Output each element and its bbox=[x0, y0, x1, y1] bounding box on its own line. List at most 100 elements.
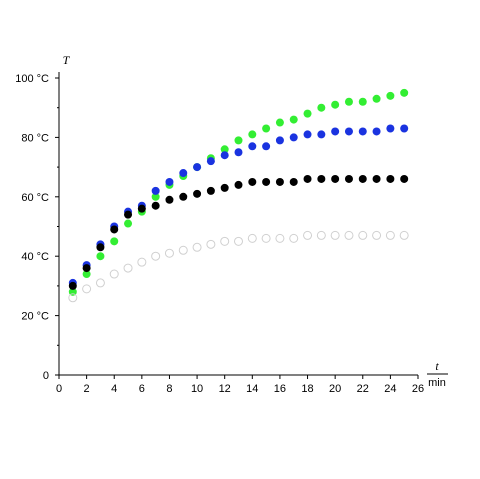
data-point bbox=[95, 278, 105, 288]
data-point bbox=[206, 157, 215, 166]
data-point bbox=[179, 169, 188, 178]
x-tick-label: 10 bbox=[191, 383, 203, 395]
data-point bbox=[82, 284, 92, 294]
data-point bbox=[110, 225, 119, 234]
data-point bbox=[358, 230, 368, 240]
data-point bbox=[261, 233, 271, 243]
x-tick-label: 4 bbox=[111, 383, 117, 395]
y-tick-label: 60 °C bbox=[21, 192, 49, 204]
data-point bbox=[331, 100, 340, 109]
data-point bbox=[96, 243, 105, 252]
data-point bbox=[344, 97, 353, 106]
x-tick-label: 16 bbox=[274, 383, 286, 395]
data-point bbox=[234, 180, 243, 189]
data-point bbox=[344, 127, 353, 136]
x-tick-label: 12 bbox=[219, 383, 231, 395]
data-point bbox=[248, 130, 257, 139]
data-point bbox=[247, 233, 257, 243]
data-point bbox=[96, 252, 105, 261]
data-point bbox=[317, 130, 326, 139]
x-tick-label: 24 bbox=[384, 383, 396, 395]
data-point bbox=[192, 242, 202, 252]
y-tick-label: 0 bbox=[43, 370, 49, 382]
x-tick-label: 0 bbox=[56, 383, 62, 395]
data-point bbox=[303, 230, 313, 240]
data-point bbox=[262, 124, 271, 133]
data-point bbox=[400, 124, 409, 133]
data-point bbox=[303, 130, 312, 139]
x-axis-title: t bbox=[435, 359, 439, 373]
data-point bbox=[275, 233, 285, 243]
x-tick-label: 6 bbox=[139, 383, 145, 395]
x-tick-label: 20 bbox=[329, 383, 341, 395]
data-point bbox=[316, 230, 326, 240]
data-points bbox=[68, 88, 409, 303]
data-point bbox=[262, 142, 271, 151]
data-point bbox=[275, 136, 284, 145]
data-point bbox=[386, 91, 395, 100]
data-point bbox=[317, 174, 326, 183]
data-point bbox=[179, 192, 188, 201]
data-point bbox=[220, 236, 230, 246]
data-point bbox=[248, 177, 257, 186]
y-tick-label: 80 °C bbox=[21, 132, 49, 144]
data-point bbox=[344, 230, 354, 240]
data-point bbox=[372, 174, 381, 183]
series-2 bbox=[68, 124, 409, 287]
data-point bbox=[275, 118, 284, 127]
x-tick-label: 22 bbox=[357, 383, 369, 395]
data-point bbox=[289, 133, 298, 142]
data-point bbox=[303, 174, 312, 183]
data-point bbox=[358, 127, 367, 136]
y-tick-label: 100 °C bbox=[15, 73, 49, 85]
series-1 bbox=[68, 88, 409, 296]
data-point bbox=[68, 293, 78, 303]
data-point bbox=[289, 233, 299, 243]
data-point bbox=[275, 177, 284, 186]
data-point bbox=[206, 186, 215, 195]
data-point bbox=[151, 186, 160, 195]
data-point bbox=[330, 230, 340, 240]
data-point bbox=[193, 189, 202, 198]
series-3 bbox=[68, 174, 409, 290]
data-point bbox=[164, 248, 174, 258]
data-point bbox=[386, 174, 395, 183]
data-point bbox=[165, 195, 174, 204]
series-4 bbox=[68, 230, 409, 303]
data-point bbox=[262, 177, 271, 186]
data-point bbox=[109, 269, 119, 279]
data-point bbox=[399, 230, 409, 240]
data-point bbox=[220, 145, 229, 154]
x-tick-label: 2 bbox=[84, 383, 90, 395]
data-point bbox=[372, 230, 382, 240]
data-point bbox=[165, 177, 174, 186]
x-tick-label: 14 bbox=[246, 383, 258, 395]
data-point bbox=[289, 177, 298, 186]
y-tick-label: 20 °C bbox=[21, 311, 49, 323]
x-tick-label: 8 bbox=[166, 383, 172, 395]
data-point bbox=[82, 264, 91, 273]
data-point bbox=[385, 230, 395, 240]
data-point bbox=[317, 103, 326, 112]
x-axis-unit: min bbox=[428, 377, 446, 389]
x-tick-label: 26 bbox=[412, 383, 424, 395]
data-point bbox=[234, 148, 243, 157]
data-point bbox=[151, 251, 161, 261]
data-point bbox=[68, 281, 77, 290]
data-point bbox=[372, 94, 381, 103]
data-point bbox=[193, 163, 202, 172]
data-point bbox=[151, 192, 160, 201]
y-tick-label: 40 °C bbox=[21, 251, 49, 263]
data-point bbox=[248, 142, 257, 151]
data-point bbox=[331, 127, 340, 136]
data-point bbox=[358, 97, 367, 106]
data-point bbox=[137, 204, 146, 213]
data-point bbox=[220, 151, 229, 160]
data-point bbox=[124, 219, 133, 228]
data-point bbox=[82, 270, 91, 279]
data-point bbox=[289, 115, 298, 124]
data-point bbox=[303, 109, 312, 118]
data-point bbox=[178, 245, 188, 255]
